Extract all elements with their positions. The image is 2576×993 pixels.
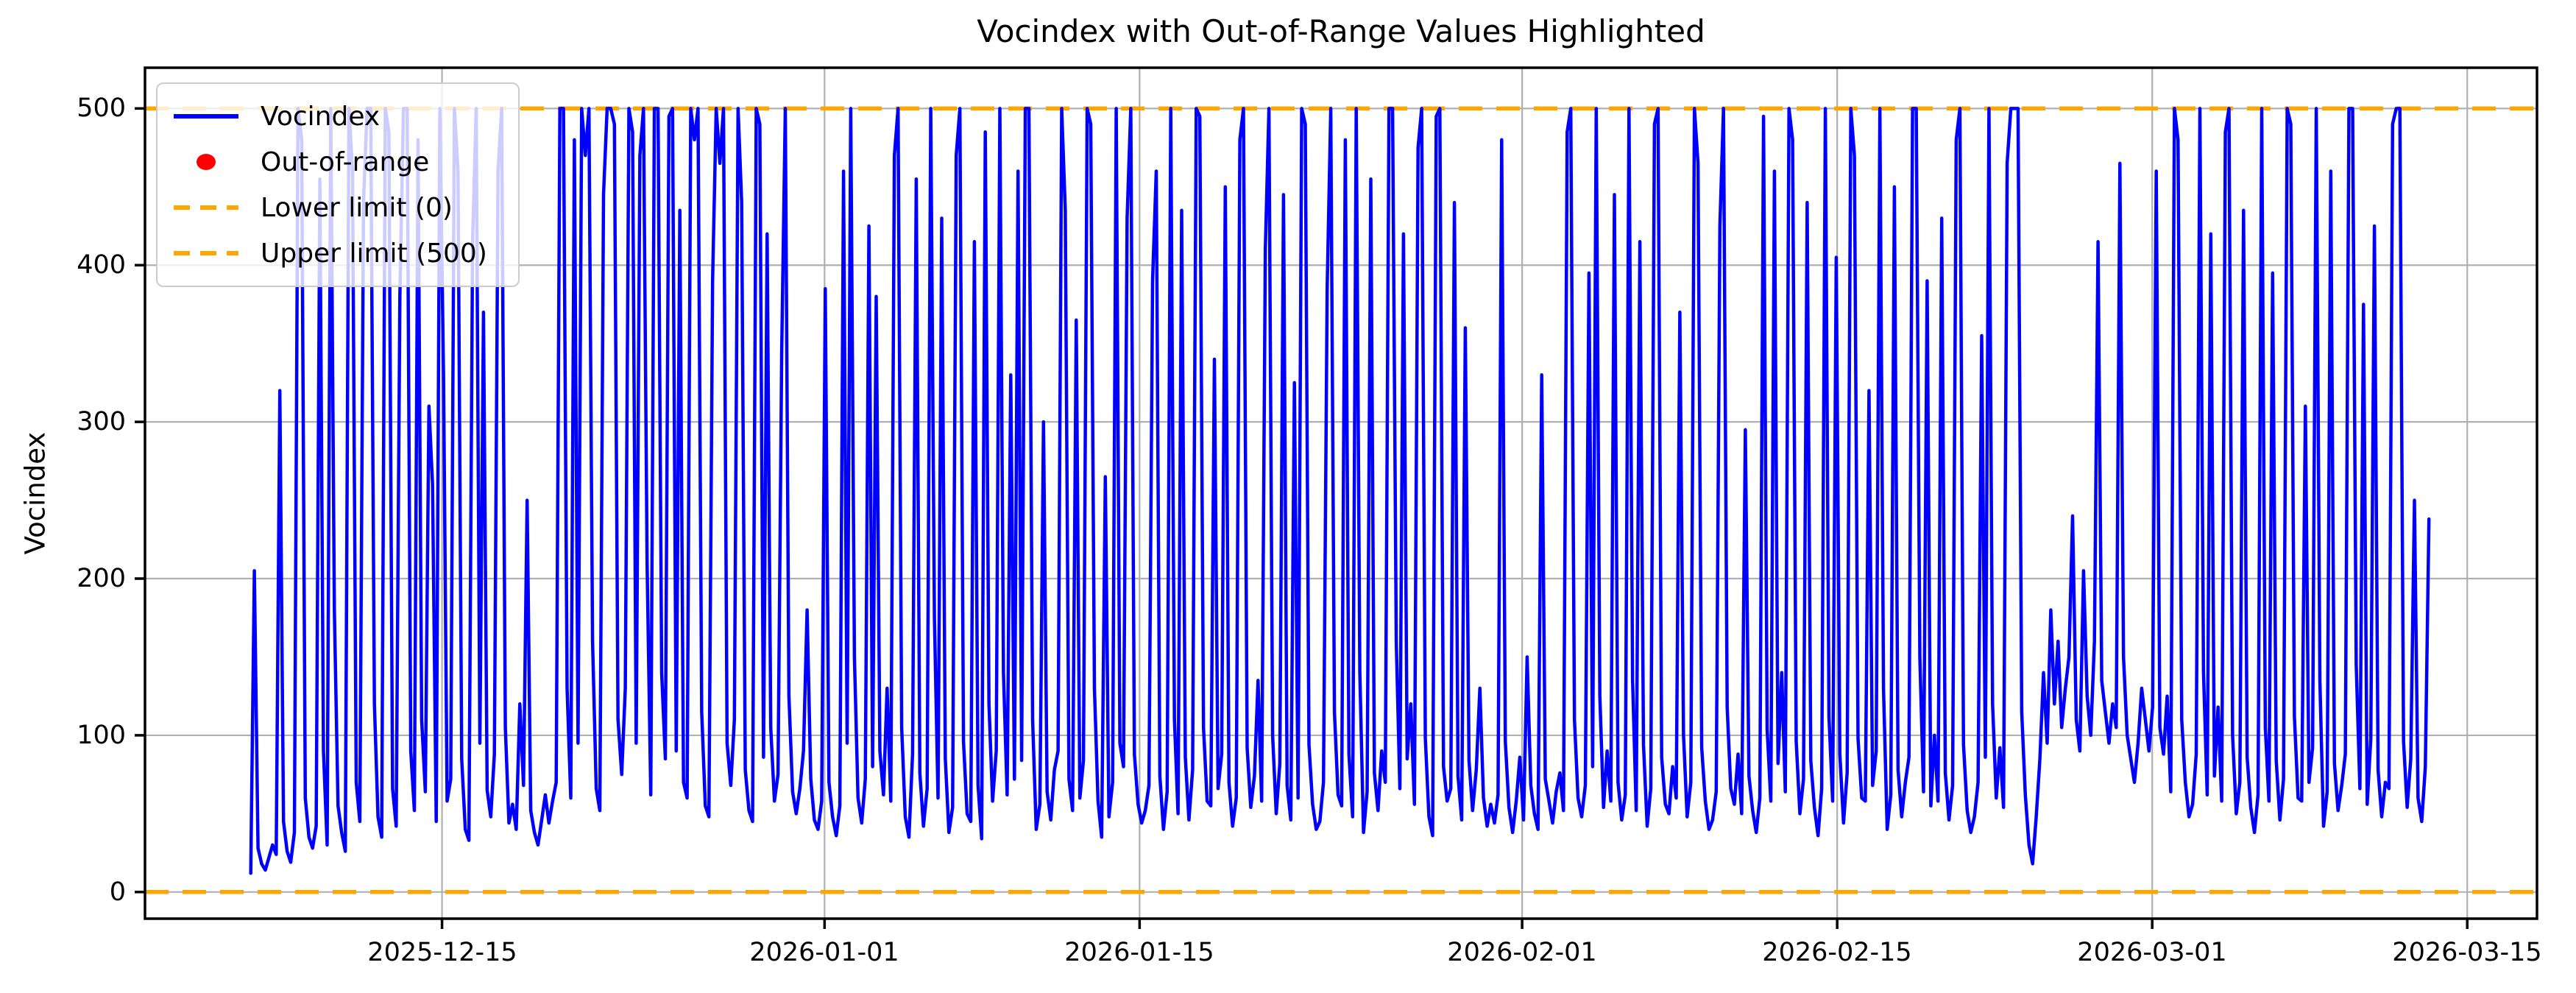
- legend-box: Vocindex Out-of-range Lower limit (0) Up…: [156, 82, 520, 287]
- y-tick-label-0: 0: [109, 877, 126, 907]
- legend-dash-swatch: [174, 251, 238, 255]
- x-tick-label-1: 2026-01-01: [749, 938, 899, 967]
- legend-item-label: Out-of-range: [261, 146, 430, 177]
- legend-item-upper-limit: Upper limit (500): [174, 234, 487, 272]
- orange-dash-icon: [174, 205, 238, 210]
- x-tick-label-4: 2026-02-15: [1762, 938, 1912, 967]
- y-tick-label-1: 100: [77, 721, 126, 750]
- legend-dash-swatch: [174, 205, 238, 210]
- y-tick-label-5: 500: [77, 93, 126, 123]
- blue-line-icon: [174, 114, 238, 119]
- y-tick-label-4: 400: [77, 250, 126, 280]
- y-tick-label-3: 300: [77, 407, 126, 437]
- x-tick-label-5: 2026-03-01: [2077, 938, 2227, 967]
- legend-item-out-of-range: Out-of-range: [174, 143, 487, 181]
- legend-item-label: Vocindex: [261, 101, 381, 132]
- legend-line-swatch: [174, 114, 238, 119]
- y-axis-label: Vocindex: [19, 431, 52, 555]
- red-dot-icon: [197, 154, 216, 170]
- legend-item-label: Lower limit (0): [261, 192, 453, 223]
- x-tick-label-2: 2026-01-15: [1064, 938, 1214, 967]
- orange-dash-icon: [174, 251, 238, 255]
- x-tick-label-6: 2026-03-15: [2392, 938, 2542, 967]
- x-tick-label-0: 2025-12-15: [367, 938, 517, 967]
- legend-item-vocindex: Vocindex: [174, 97, 487, 135]
- chart-title: Vocindex with Out-of-Range Values Highli…: [977, 13, 1705, 49]
- x-tick-label-3: 2026-02-01: [1447, 938, 1597, 967]
- legend-item-lower-limit: Lower limit (0): [174, 188, 487, 227]
- legend-item-label: Upper limit (500): [261, 238, 487, 269]
- legend-dot-swatch: [174, 154, 238, 170]
- y-tick-label-2: 200: [77, 564, 126, 593]
